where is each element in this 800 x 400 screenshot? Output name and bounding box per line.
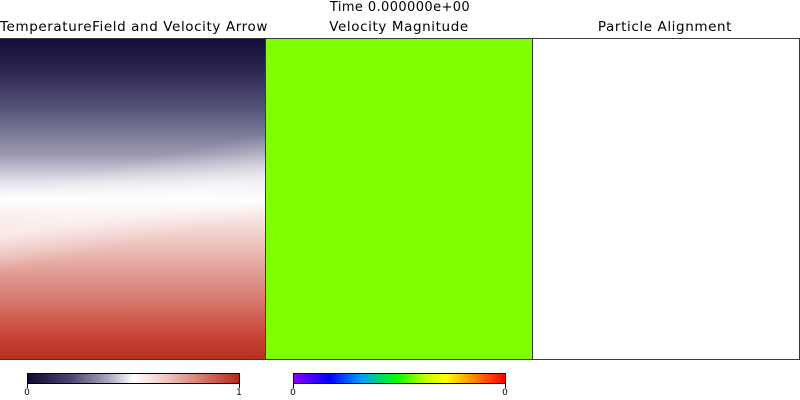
velocity-colorbar-min-tick [293,384,294,388]
velocity-colorbar [293,373,506,384]
temperature-colorbar-max-label: 1 [236,388,242,398]
temperature-colorbar-min-tick [27,384,28,388]
panel-title-velocity: Velocity Magnitude [329,19,469,35]
temperature-field-view[interactable] [0,38,266,360]
time-label: Time 0.000000e+00 [329,0,471,15]
temperature-gradient-overlay [0,39,265,359]
temperature-colorbar-min-label: 0 [24,388,30,398]
panel-title-temperature: TemperatureField and Velocity Arrow [0,19,269,35]
velocity-colorbar-max-label: 0 [502,388,508,398]
panel-title-alignment: Particle Alignment [597,19,733,35]
temperature-colorbar [27,373,240,384]
velocity-colorbar-max-tick [505,384,506,388]
particle-alignment-view[interactable] [532,38,800,360]
velocity-magnitude-view[interactable] [265,38,533,360]
temperature-colorbar-max-tick [239,384,240,388]
velocity-colorbar-min-label: 0 [290,388,296,398]
